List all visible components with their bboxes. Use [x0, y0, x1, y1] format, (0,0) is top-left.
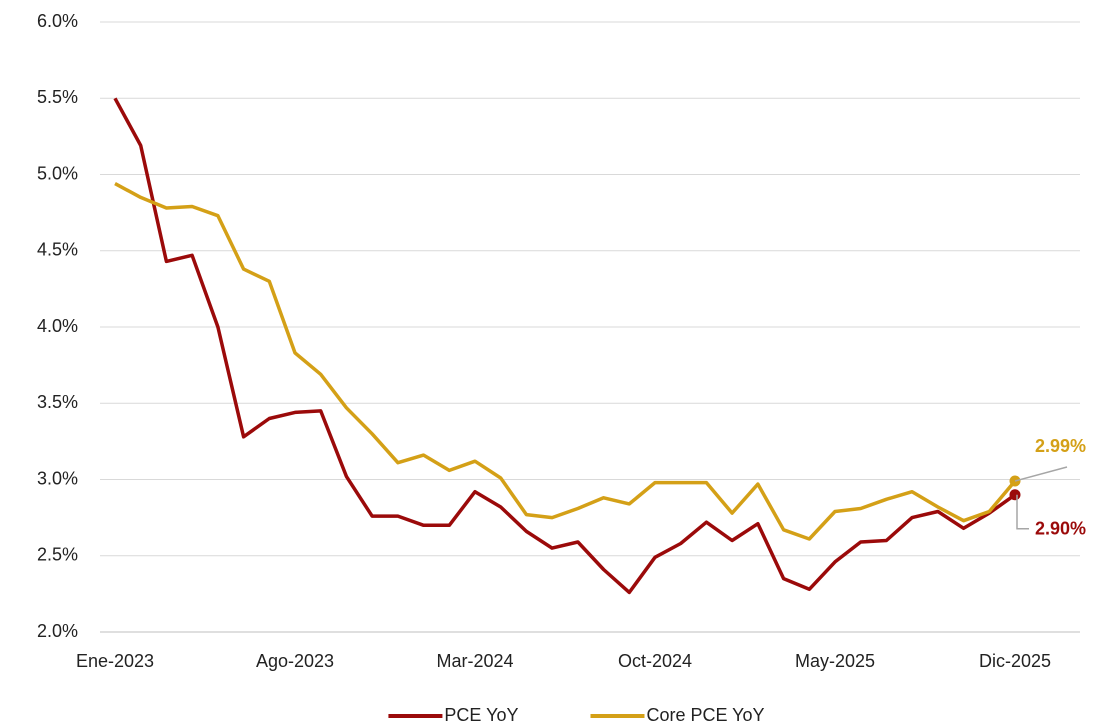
- data-label: 2.90%: [1035, 519, 1086, 539]
- x-tick-label: Oct-2024: [618, 651, 692, 671]
- data-label: 2.99%: [1035, 436, 1086, 456]
- y-tick-label: 3.5%: [37, 392, 78, 412]
- y-tick-label: 4.0%: [37, 316, 78, 336]
- y-tick-label: 4.5%: [37, 240, 78, 260]
- y-tick-label: 5.5%: [37, 87, 78, 107]
- series-line: [114, 182, 1017, 541]
- y-tick-label: 3.0%: [37, 468, 78, 488]
- legend-label: PCE YoY: [444, 705, 518, 725]
- y-tick-label: 2.5%: [37, 545, 78, 565]
- legend-label: Core PCE YoY: [646, 705, 764, 725]
- x-tick-label: Ago-2023: [256, 651, 334, 671]
- end-marker: [1009, 489, 1021, 501]
- y-tick-label: 2.0%: [37, 621, 78, 641]
- x-tick-label: May-2025: [795, 651, 875, 671]
- x-tick-label: Mar-2024: [436, 651, 513, 671]
- series-line: [113, 97, 1017, 595]
- y-tick-label: 6.0%: [37, 11, 78, 31]
- leader-line: [1014, 466, 1068, 482]
- leader-line: [1016, 494, 1029, 530]
- x-tick-label: Ene-2023: [76, 651, 154, 671]
- x-tick-label: Dic-2025: [979, 651, 1051, 671]
- y-tick-label: 5.0%: [37, 163, 78, 183]
